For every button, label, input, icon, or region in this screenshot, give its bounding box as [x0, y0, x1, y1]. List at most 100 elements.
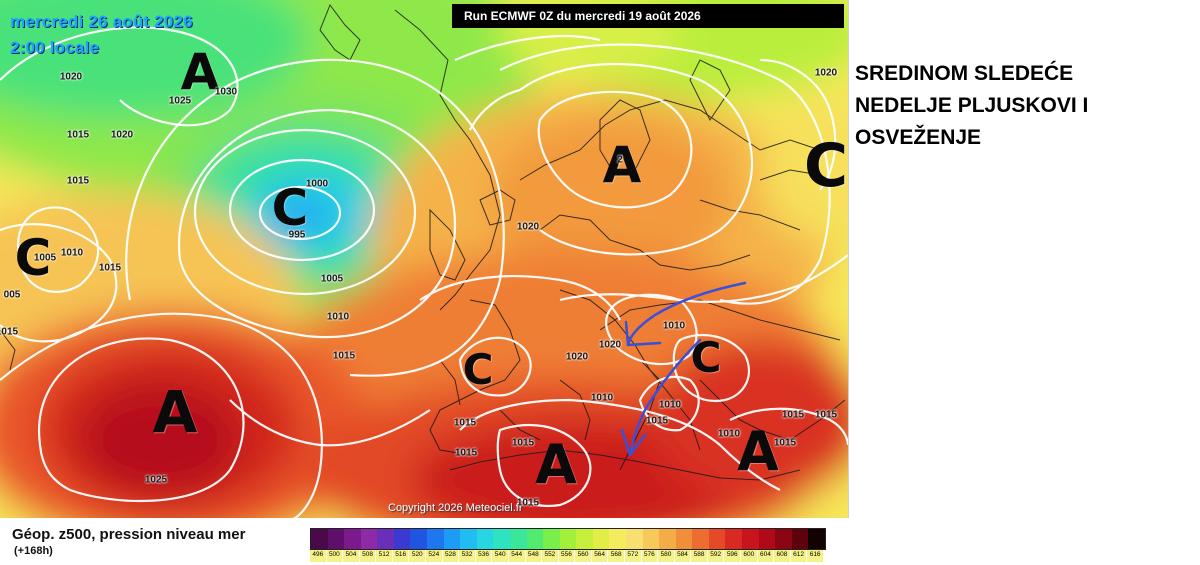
color-scale-label: 532: [459, 550, 475, 562]
color-scale-swatch: [543, 529, 560, 549]
map-legend-title: Géop. z500, pression niveau mer: [12, 526, 246, 543]
isobar-label: 1015: [66, 129, 90, 141]
color-scale-swatch: [725, 529, 743, 549]
color-scale-label: 540: [492, 550, 508, 562]
isobar-label: 1020: [565, 351, 589, 363]
color-scale-swatch: [460, 529, 477, 549]
color-scale-label: 508: [359, 550, 376, 562]
isobar-label: 1015: [453, 417, 477, 429]
isobar-label: 1015: [0, 326, 19, 338]
pressure-system-low: C: [462, 345, 494, 394]
pressure-system-low: C: [14, 229, 52, 287]
color-scale-swatch: [311, 529, 328, 549]
isobar-label: 1005: [33, 252, 57, 264]
color-scale-label: 544: [508, 550, 525, 562]
isobar-label: 1015: [66, 175, 90, 187]
isobar-label: 1015: [814, 409, 838, 421]
run-info: Run ECMWF 0Z du mercredi 19 août 2026: [452, 4, 844, 28]
color-scale-labels: 496 500 504 508 512 516 520 524 528 532 536 540 544 5…: [310, 550, 824, 562]
isobar-label: 1015: [332, 350, 356, 362]
color-scale-swatch: [692, 529, 709, 549]
isobar-label: 005: [3, 289, 21, 301]
color-scale-swatch: [642, 529, 660, 549]
isobar-label: 1025: [168, 95, 192, 107]
pressure-system-high: A: [152, 378, 198, 446]
color-scale-swatch: [377, 529, 394, 549]
color-scale-label: 584: [674, 550, 691, 562]
color-scale-label: 572: [624, 550, 641, 562]
color-scale-label: 580: [658, 550, 674, 562]
isobar-label: 1005: [320, 273, 344, 285]
color-scale-label: 568: [608, 550, 624, 562]
isobar-label: 1015: [454, 447, 478, 459]
isobar-label: 1030: [214, 86, 238, 98]
headline-line-3: OSVEŽENJE: [855, 126, 982, 149]
isobar-label: 995: [288, 229, 306, 241]
color-scale-swatch: [592, 529, 610, 549]
color-scale-label: 552: [542, 550, 558, 562]
map-graphic: [0, 0, 848, 518]
color-scale-swatch: [559, 529, 577, 549]
isobar-label: 1015: [511, 437, 535, 449]
pressure-system-high: A: [602, 136, 642, 194]
color-scale-swatch: [808, 529, 825, 549]
isobar-label: 1010: [590, 392, 614, 404]
color-scale-swatch: [526, 529, 544, 549]
color-scale-swatch: [576, 529, 593, 549]
isobar-label: 1010: [717, 428, 741, 440]
color-scale-swatch: [443, 529, 461, 549]
isobar-label: 1025: [144, 474, 168, 486]
color-scale-label: 616: [807, 550, 823, 562]
color-scale-label: 596: [724, 550, 741, 562]
color-scale-label: 524: [426, 550, 442, 562]
color-scale-swatch: [758, 529, 776, 549]
isobar-label: 1015: [773, 437, 797, 449]
isobar-label: 1020: [110, 129, 134, 141]
isobar-label: 1020: [598, 339, 622, 351]
color-scale-swatch: [476, 529, 494, 549]
weather-map: mercredi 26 août 2026 2:00 locale Run EC…: [0, 0, 849, 518]
isobar-label: 1010: [326, 311, 350, 323]
color-scale-label: 536: [475, 550, 492, 562]
isobar-label: 1010: [658, 399, 682, 411]
color-scale-swatch: [625, 529, 643, 549]
pressure-system-high: A: [180, 43, 220, 101]
headline-line-2: NEDELJE PLJUSKOVI I: [855, 94, 1089, 117]
isobar-label: 1015: [781, 409, 805, 421]
color-scale-label: 500: [326, 550, 343, 562]
isobar-label: 1020: [814, 67, 838, 79]
color-scale-label: 564: [591, 550, 608, 562]
color-scale-label: 516: [392, 550, 409, 562]
color-scale-swatch: [675, 529, 693, 549]
color-scale-label: 604: [757, 550, 774, 562]
color-scale-swatch: [410, 529, 428, 549]
isobar-label: 2: [617, 154, 623, 166]
isobar-label: 1010: [662, 320, 686, 332]
color-scale-swatch: [708, 529, 726, 549]
color-scale-swatch: [509, 529, 527, 549]
forecast-date: mercredi 26 août 2026: [10, 12, 193, 31]
isobar-label: 1015: [516, 497, 540, 509]
color-scale-label: 528: [442, 550, 459, 562]
isobar-label: 1015: [645, 415, 669, 427]
isobar-label: 1015: [98, 262, 122, 274]
color-scale-swatch: [493, 529, 510, 549]
color-scale-swatch: [742, 529, 759, 549]
color-scale-label: 548: [525, 550, 542, 562]
map-legend-subtitle: (+168h): [14, 545, 53, 557]
color-scale-label: 592: [707, 550, 724, 562]
color-scale-label: 504: [343, 550, 359, 562]
pressure-system-low: C: [271, 179, 309, 237]
color-scale-swatch: [327, 529, 345, 549]
pressure-system-high: A: [535, 433, 577, 496]
pressure-system-low: C: [803, 131, 849, 201]
color-scale-swatch: [775, 529, 792, 549]
color-scale-swatch: [659, 529, 676, 549]
color-scale-swatch: [360, 529, 378, 549]
color-scale-label: 512: [376, 550, 392, 562]
color-scale-swatch: [393, 529, 411, 549]
forecast-time: 2:00 locale: [10, 38, 100, 57]
color-scale-label: 560: [575, 550, 591, 562]
isobar-label: 1020: [59, 71, 83, 83]
color-scale-label: 576: [641, 550, 658, 562]
